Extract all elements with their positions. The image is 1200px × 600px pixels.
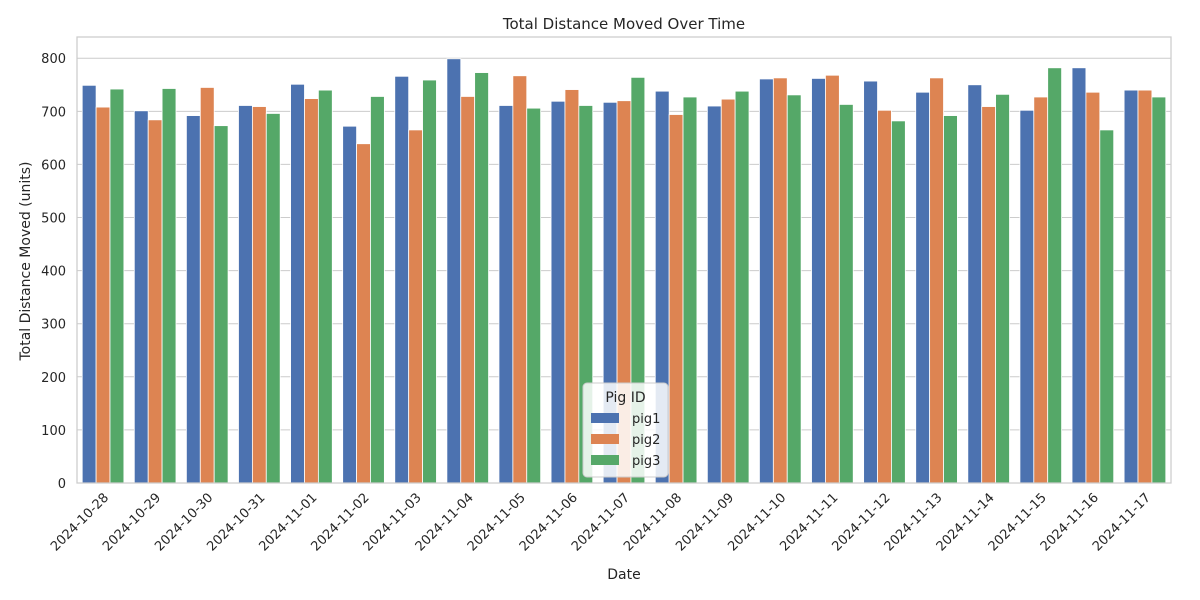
- bar-pig1-2024-11-02: [342, 125, 357, 484]
- bar-pig2-2024-11-03: [408, 129, 423, 484]
- bar-pig2-2024-11-10: [772, 77, 788, 484]
- y-tick-label: 600: [41, 158, 66, 173]
- bar-pig1-2024-11-01: [290, 83, 305, 484]
- bar-pig3-2024-11-09: [734, 90, 750, 484]
- bar-pig1-2024-10-28: [81, 84, 97, 484]
- legend: Pig ID pig1 pig2 pig3: [582, 382, 669, 478]
- legend-label-pig1: pig1: [632, 412, 660, 427]
- bar-pig3-2024-11-04: [474, 72, 489, 484]
- bar-pig1-2024-11-04: [446, 58, 462, 484]
- y-tick-label: 100: [41, 424, 66, 439]
- bar-pig3-2024-10-31: [265, 113, 281, 484]
- bar-pig3-2024-11-16: [1099, 129, 1115, 484]
- bar-pig2-2024-11-08: [668, 114, 684, 484]
- bar-pig2-2024-11-11: [825, 74, 840, 484]
- bar-pig3-2024-11-13: [943, 115, 958, 484]
- bar-pig1-2024-11-17: [1123, 89, 1139, 484]
- bar-pig2-2024-10-28: [95, 106, 111, 484]
- bar-pig2-2024-10-30: [199, 87, 215, 484]
- legend-box: [582, 382, 669, 478]
- bar-pig2-2024-11-12: [877, 109, 892, 484]
- legend-swatch-pig2: [591, 434, 619, 444]
- y-tick-label: 300: [41, 318, 66, 333]
- bar-pig1-2024-11-11: [811, 78, 826, 484]
- bar-pig2-2024-11-09: [720, 98, 736, 484]
- y-axis-title: Total Distance Moved (units): [18, 161, 34, 361]
- legend-swatch-pig3: [591, 455, 619, 465]
- bar-pig3-2024-11-05: [526, 107, 542, 484]
- bar-pig1-2024-11-12: [863, 80, 878, 484]
- bar-pig2-2024-11-17: [1137, 89, 1153, 484]
- bar-pig2-2024-11-02: [356, 143, 371, 484]
- bar-pig1-2024-10-30: [185, 115, 201, 484]
- bar-pig1-2024-10-31: [238, 105, 253, 484]
- bar-pig3-2024-11-08: [682, 96, 698, 484]
- bar-pig1-2024-11-09: [706, 105, 722, 484]
- y-tick-label: 500: [41, 212, 66, 227]
- bar-pig3-2024-10-30: [213, 125, 229, 484]
- y-tick-label: 200: [41, 371, 66, 386]
- legend-label-pig3: pig3: [632, 454, 660, 469]
- bar-pig2-2024-11-04: [460, 96, 476, 484]
- y-axis: 0 100 200 300 400 500 600 700 800: [41, 52, 66, 492]
- y-tick-label: 800: [41, 52, 66, 67]
- bar-pig2-2024-11-06: [564, 89, 580, 484]
- bar-pig3-2024-11-17: [1151, 96, 1167, 484]
- bar-pig1-2024-11-10: [759, 78, 774, 484]
- bar-pig1-2024-11-03: [394, 75, 410, 484]
- legend-label-pig2: pig2: [632, 433, 660, 448]
- bar-pig3-2024-11-15: [1047, 67, 1062, 484]
- legend-swatch-pig1: [591, 413, 619, 423]
- chart-title: Total Distance Moved Over Time: [502, 15, 745, 33]
- bar-pig1-2024-11-16: [1071, 67, 1087, 484]
- bar-pig3-2024-10-28: [109, 88, 125, 484]
- bar-pig2-2024-11-05: [512, 75, 528, 484]
- bar-pig2-2024-11-16: [1085, 91, 1101, 484]
- bar-pig3-2024-11-14: [995, 93, 1010, 484]
- bar-pig1-2024-11-14: [967, 84, 983, 484]
- y-tick-label: 0: [58, 477, 66, 492]
- bar-pig1-2024-11-13: [915, 91, 931, 484]
- bar-pig2-2024-11-13: [929, 77, 944, 484]
- bar-pig3-2024-11-03: [422, 79, 437, 484]
- x-axis-title: Date: [607, 567, 640, 583]
- bar-pig1-2024-11-15: [1019, 109, 1035, 484]
- bar-pig3-2024-11-11: [838, 104, 854, 484]
- bar-pig3-2024-10-29: [161, 88, 177, 484]
- legend-title: Pig ID: [605, 390, 645, 406]
- bar-pig3-2024-11-12: [891, 120, 906, 484]
- bar-pig1-2024-10-29: [133, 110, 149, 484]
- bar-pig1-2024-11-06: [550, 100, 566, 484]
- y-tick-label: 400: [41, 265, 66, 280]
- bar-pig2-2024-10-29: [147, 119, 163, 484]
- bar-pig2-2024-10-31: [251, 106, 267, 484]
- bar-pig2-2024-11-01: [304, 98, 319, 484]
- bar-pig3-2024-11-02: [370, 96, 385, 484]
- plot-frame: [76, 36, 1172, 484]
- bar-pig3-2024-11-01: [317, 89, 333, 484]
- bar-pig2-2024-11-14: [981, 106, 997, 484]
- bar-pig3-2024-11-10: [786, 94, 802, 484]
- bar-pig1-2024-11-05: [498, 105, 514, 484]
- bar-pig2-2024-11-15: [1033, 96, 1049, 484]
- y-tick-label: 700: [41, 105, 66, 120]
